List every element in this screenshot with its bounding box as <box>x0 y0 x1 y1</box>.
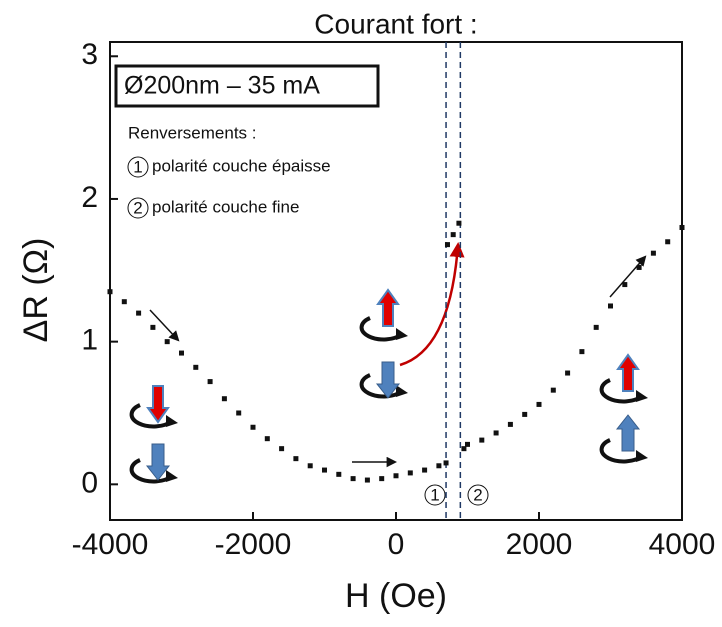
data-point <box>665 239 671 245</box>
number-circle <box>127 156 149 178</box>
data-point <box>450 232 456 238</box>
chart-title: Courant fort : <box>314 8 477 39</box>
data-point <box>443 460 449 466</box>
x-tick-label: -2000 <box>215 528 292 561</box>
y-tick-label: 2 <box>81 181 98 214</box>
switch-arrow <box>399 242 465 367</box>
data-point <box>444 242 450 248</box>
data-point <box>336 471 342 477</box>
data-point <box>264 436 270 442</box>
data-point <box>350 476 356 482</box>
x-axis-label: H (Oe) <box>345 577 447 615</box>
data-point <box>164 339 170 345</box>
data-point <box>150 324 156 330</box>
data-point <box>565 370 571 376</box>
x-tick-label: -4000 <box>72 528 149 561</box>
number: 2 <box>133 198 142 217</box>
data-point <box>579 349 585 355</box>
data-point <box>536 401 542 407</box>
sample-box <box>114 64 380 108</box>
sample-label: Ø200nm – 35 mA <box>124 72 320 100</box>
data-point <box>550 387 556 393</box>
legend-item: polarité couche fine <box>152 197 299 216</box>
data-point <box>279 446 285 452</box>
y-tick-label: 0 <box>81 466 98 499</box>
plot-frame <box>109 41 683 521</box>
number-circle <box>467 484 489 506</box>
data-point <box>436 463 442 469</box>
data-point <box>507 421 513 427</box>
data-point <box>393 473 399 479</box>
state-icon <box>599 354 650 464</box>
y-tick-label: 1 <box>81 324 98 357</box>
switch-marker: 1 <box>430 485 439 504</box>
data-point <box>221 396 227 402</box>
data-point <box>479 437 485 443</box>
data-point <box>636 264 642 270</box>
data-point <box>307 463 313 469</box>
state-icon <box>359 289 410 399</box>
data-point <box>456 220 462 226</box>
data-point <box>522 411 528 417</box>
data-point <box>236 410 242 416</box>
data-point <box>193 364 199 370</box>
sweep-arrow <box>149 309 180 342</box>
data-point <box>121 299 127 305</box>
number-circle <box>424 484 446 506</box>
data-point <box>250 424 256 430</box>
data-point <box>379 476 385 482</box>
sweep-arrow <box>609 255 647 298</box>
data-point <box>608 303 613 309</box>
data-point <box>407 470 413 476</box>
legend-item: polarité couche épaisse <box>152 156 331 175</box>
data-point <box>293 456 299 462</box>
data-point <box>679 224 685 230</box>
state-icon <box>129 385 180 484</box>
data-layer: -4000 -2000 0 2000 4000 0 1 2 3 <box>72 38 716 561</box>
switch-marker: 2 <box>473 485 482 504</box>
data-point <box>593 324 599 330</box>
y-axis-label: ΔR (Ω) <box>17 238 55 343</box>
data-point <box>136 310 142 316</box>
data-point <box>422 467 428 473</box>
data-point <box>650 250 656 256</box>
data-point <box>107 289 113 295</box>
y-tick-label: 3 <box>81 38 98 71</box>
x-tick-label: 0 <box>388 528 405 561</box>
data-point <box>465 441 470 447</box>
data-point <box>364 477 370 483</box>
data-point <box>179 350 184 356</box>
data-point <box>207 379 213 385</box>
x-tick-label: 4000 <box>649 528 716 561</box>
legend-heading: Renversements : <box>128 123 257 142</box>
data-point <box>322 467 327 473</box>
data-point <box>461 446 467 452</box>
number-circle <box>127 197 149 219</box>
data-point <box>493 430 499 436</box>
data-point <box>622 282 628 288</box>
number: 1 <box>133 157 142 176</box>
x-tick-label: 2000 <box>506 528 573 561</box>
